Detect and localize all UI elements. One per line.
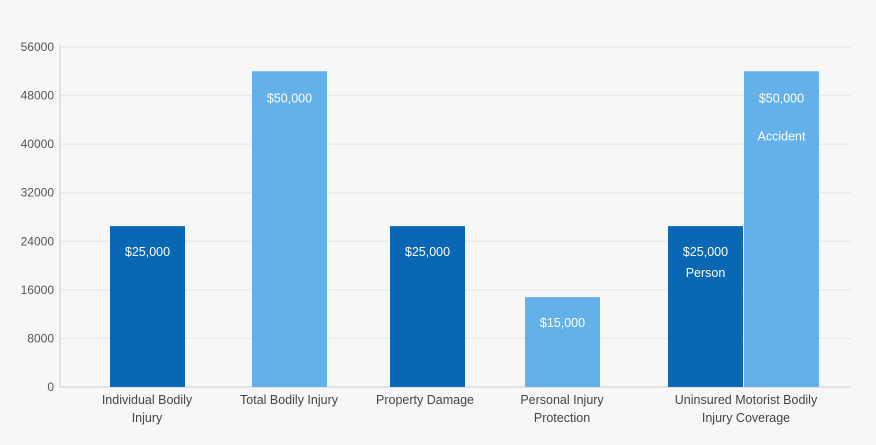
bar xyxy=(525,297,600,387)
y-tick-label: 0 xyxy=(47,380,54,394)
bar-data-label: $15,000 xyxy=(540,316,585,330)
x-category-label: Injury xyxy=(132,411,163,425)
bar-data-label: $25,000 xyxy=(683,245,728,259)
bar-data-label: Person xyxy=(686,266,726,280)
bar-data-labels: $25,000 $50,000 $25,000 $15,000 $25,000 Perso… xyxy=(125,91,806,330)
y-tick-label: 40000 xyxy=(21,137,55,151)
x-category-label: Property Damage xyxy=(376,393,474,407)
x-category-label: Injury Coverage xyxy=(702,411,790,425)
y-tick-label: 56000 xyxy=(21,40,55,54)
y-tick-label: 32000 xyxy=(21,186,55,200)
y-tick-label: 16000 xyxy=(21,283,55,297)
x-category-label: Total Bodily Injury xyxy=(240,393,339,407)
y-tick-label: 8000 xyxy=(27,331,54,345)
x-category-labels: Individual Bodily Injury Total Bodily Inju… xyxy=(102,393,818,425)
bar xyxy=(252,71,327,388)
y-tick-label: 24000 xyxy=(21,234,55,248)
bar xyxy=(744,71,819,388)
x-category-label: Protection xyxy=(534,411,590,425)
y-tick-labels: 0 8000 16000 24000 32000 40000 48000 56000 xyxy=(21,40,55,394)
bar-data-label: $25,000 xyxy=(125,245,170,259)
bar-data-label: $25,000 xyxy=(405,245,450,259)
bar xyxy=(390,226,465,387)
bar xyxy=(110,226,185,387)
bar-data-label: $50,000 xyxy=(759,91,804,105)
bar xyxy=(668,226,743,387)
x-category-label: Individual Bodily xyxy=(102,393,193,407)
bars xyxy=(110,71,819,388)
x-category-label: Uninsured Motorist Bodily xyxy=(675,393,818,407)
x-category-label: Personal Injury xyxy=(520,393,604,407)
bar-data-label: Accident xyxy=(758,129,806,143)
bar-data-label: $50,000 xyxy=(267,91,312,105)
y-tick-label: 48000 xyxy=(21,89,55,103)
